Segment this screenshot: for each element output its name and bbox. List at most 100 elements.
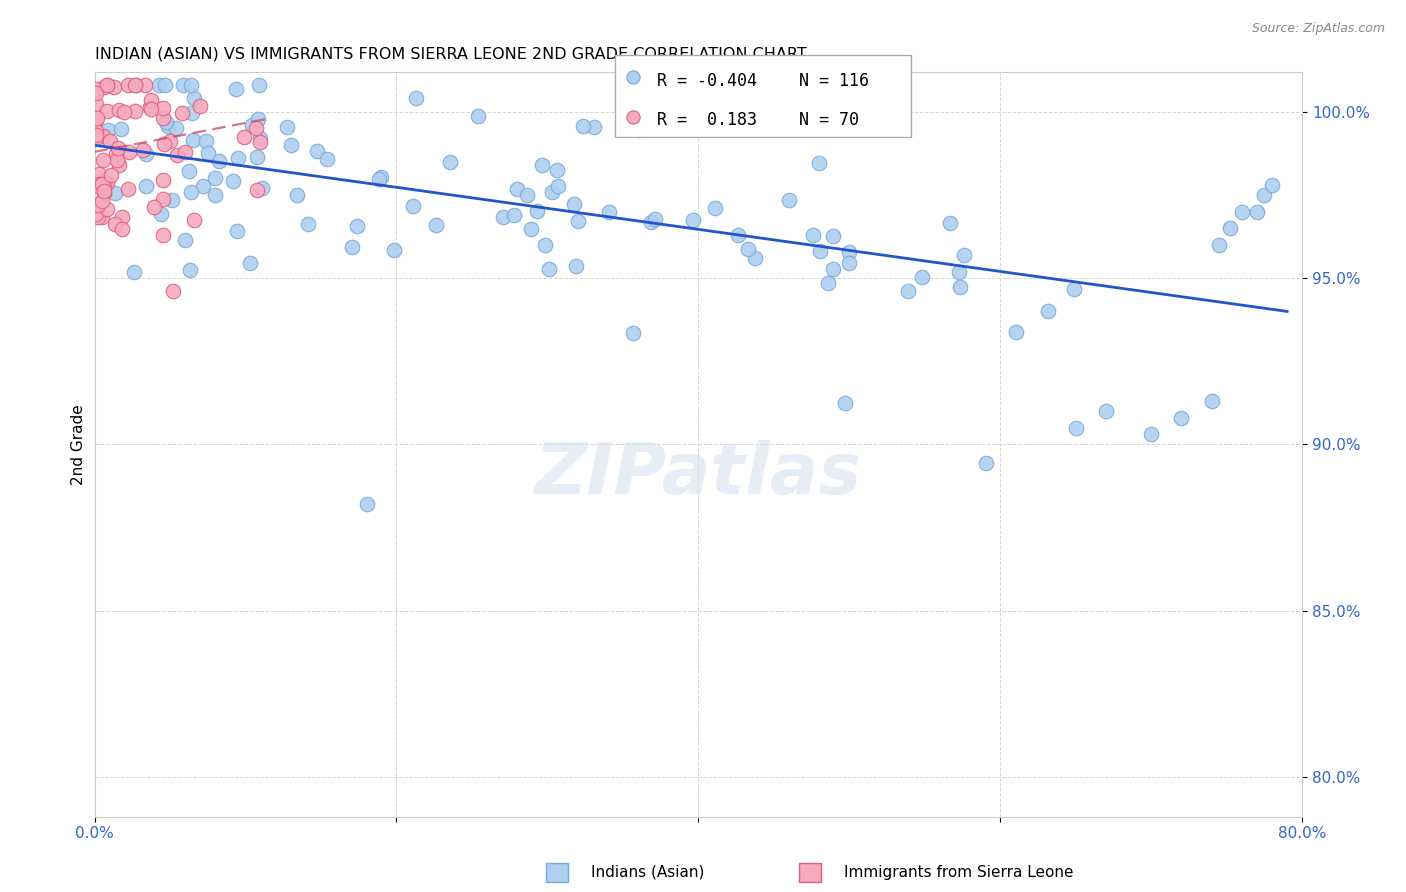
Point	[84, 86, 107, 100]
Point	[316, 153, 339, 167]
Point	[90, 177, 112, 191]
Point	[939, 216, 962, 230]
Point	[534, 237, 557, 252]
Point	[807, 155, 830, 169]
Point	[181, 133, 204, 147]
Point	[425, 218, 447, 232]
Point	[159, 134, 181, 148]
Point	[208, 153, 231, 168]
Point	[506, 182, 529, 196]
Point	[467, 109, 489, 123]
Point	[247, 112, 270, 127]
Point	[703, 201, 725, 215]
Point	[132, 143, 155, 157]
Point	[567, 214, 589, 228]
Point	[134, 78, 156, 93]
Point	[96, 78, 118, 93]
Point	[564, 259, 586, 273]
Point	[370, 169, 392, 184]
Point	[117, 182, 139, 196]
Point	[1095, 404, 1118, 418]
Point	[90, 210, 112, 224]
Point	[155, 115, 177, 129]
Point	[179, 263, 201, 277]
Point	[93, 79, 115, 94]
Point	[803, 227, 825, 242]
Text: INDIAN (ASIAN) VS IMMIGRANTS FROM SIERRA LEONE 2ND GRADE CORRELATION CHART: INDIAN (ASIAN) VS IMMIGRANTS FROM SIERRA…	[94, 46, 806, 62]
Point	[152, 102, 174, 116]
Point	[87, 179, 110, 194]
Point	[1261, 178, 1284, 193]
Point	[84, 207, 107, 221]
Point	[173, 233, 195, 247]
Point	[150, 207, 173, 221]
Point	[367, 172, 389, 186]
Text: ZIPatlas: ZIPatlas	[534, 440, 862, 508]
Text: N = 70: N = 70	[799, 111, 859, 128]
Point	[342, 240, 364, 254]
Point	[152, 173, 174, 187]
Point	[911, 269, 934, 284]
Point	[1219, 221, 1241, 235]
Point	[195, 135, 218, 149]
Point	[526, 204, 548, 219]
Point	[880, 118, 903, 132]
Point	[644, 211, 666, 226]
Point	[166, 147, 188, 161]
Point	[139, 102, 162, 116]
Point	[96, 104, 118, 119]
Point	[1246, 204, 1268, 219]
Text: R = -0.404: R = -0.404	[657, 71, 756, 89]
Point	[280, 138, 302, 153]
Point	[1064, 421, 1087, 435]
Point	[183, 213, 205, 227]
Point	[117, 78, 139, 93]
Text: Immigrants from Sierra Leone: Immigrants from Sierra Leone	[844, 865, 1073, 880]
Point	[155, 78, 177, 93]
Point	[170, 105, 193, 120]
Point	[531, 158, 554, 172]
Point	[744, 251, 766, 265]
Point	[621, 326, 644, 340]
Point	[516, 188, 538, 202]
Point	[93, 177, 115, 191]
Point	[172, 78, 194, 93]
Point	[547, 178, 569, 193]
Point	[250, 181, 273, 195]
Point	[93, 186, 115, 201]
Point	[727, 228, 749, 243]
Point	[90, 174, 112, 188]
Point	[156, 119, 179, 133]
Point	[96, 202, 118, 216]
Point	[143, 200, 166, 214]
Point	[627, 123, 650, 137]
Point	[838, 256, 860, 270]
Point	[897, 285, 920, 299]
Point	[1230, 204, 1253, 219]
Point	[110, 122, 132, 136]
Point	[90, 177, 112, 191]
Point	[98, 134, 121, 148]
Point	[84, 97, 107, 112]
Point	[87, 198, 110, 212]
Point	[152, 227, 174, 242]
Point	[948, 280, 970, 294]
Text: Indians (Asian): Indians (Asian)	[591, 865, 704, 880]
Point	[682, 213, 704, 227]
Point	[108, 158, 131, 172]
Point	[823, 262, 845, 277]
Point	[111, 222, 134, 236]
Point	[166, 121, 188, 136]
Point	[239, 256, 262, 270]
Point	[135, 146, 157, 161]
Point	[346, 219, 368, 234]
Point	[84, 130, 107, 145]
Point	[974, 456, 997, 470]
Point	[582, 120, 605, 134]
Point	[245, 121, 267, 136]
Point	[118, 145, 141, 159]
Point	[112, 105, 135, 120]
Point	[111, 211, 134, 225]
Point	[778, 193, 800, 207]
Point	[1036, 303, 1059, 318]
